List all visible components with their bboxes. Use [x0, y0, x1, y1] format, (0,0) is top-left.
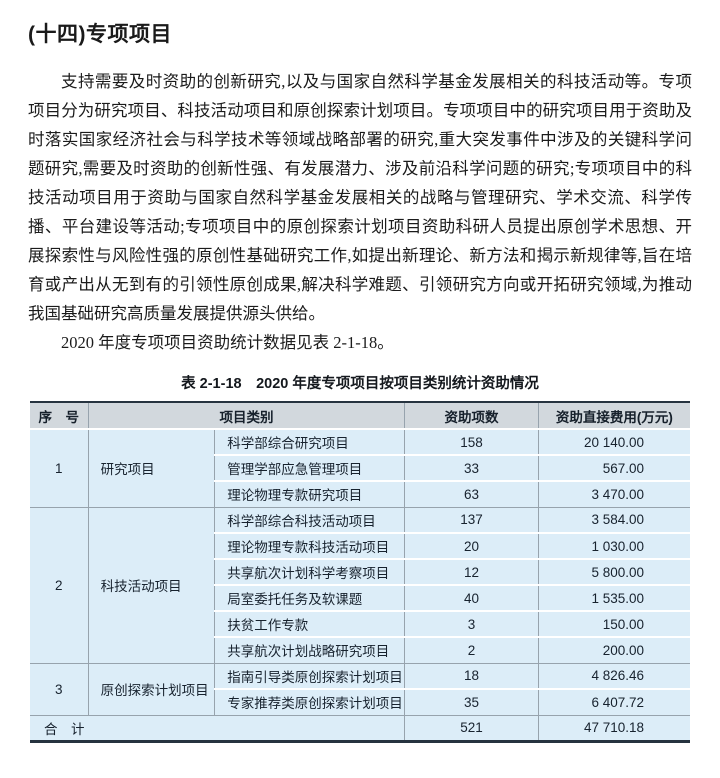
project-type-cell: 共享航次计划战略研究项目: [214, 636, 406, 663]
funding-amount-cell: 3 470.00: [538, 480, 690, 507]
funded-count-cell: 18: [404, 662, 539, 689]
table-total-row: 合 计 521 47 710.18: [30, 714, 690, 743]
project-type-cell: 科学部综合研究项目: [214, 429, 406, 455]
funding-amount-cell: 1 030.00: [538, 532, 690, 559]
funded-count-cell: 2: [404, 636, 539, 663]
project-type-cell: 理论物理专款科技活动项目: [214, 532, 406, 559]
table-row: 3 原创探索计划项目 指南引导类原创探索计划项目 18 4 826.46: [30, 662, 690, 715]
funding-stats-table: 序 号 项目类别 资助项数 资助直接费用(万元) 1 研究项目 科学部综合研究项目 1…: [30, 401, 690, 743]
funded-count-cell: 40: [404, 584, 539, 611]
header-amount: 资助直接费用(万元): [538, 401, 690, 430]
table-lead-in-paragraph: 2020 年度专项项目资助统计数据见表 2-1-18。: [61, 333, 394, 352]
funding-amount-cell: 20 140.00: [538, 429, 690, 455]
table-row: 局室委托任务及软课题 40 1 535.00: [30, 584, 690, 611]
funded-count-cell: 63: [404, 480, 539, 507]
project-type-cell: 共享航次计划科学考察项目: [214, 558, 406, 585]
project-type-cell: 科学部综合科技活动项目: [214, 506, 406, 533]
section-heading: (十四)专项项目: [28, 23, 172, 46]
table-row: 管理学部应急管理项目 33 567.00: [30, 454, 690, 481]
body-paragraph: 支持需要及时资助的创新研究,以及与国家自然科学基金发展相关的科技活动等。专项项目…: [28, 72, 692, 323]
funded-count-cell: 158: [404, 429, 539, 455]
table-row: 理论物理专款科技活动项目 20 1 030.00: [30, 532, 690, 559]
table-row: 共享航次计划战略研究项目 2 200.00: [30, 636, 690, 663]
funded-count-cell: 137: [404, 506, 539, 533]
table-header-row: 序 号 项目类别 资助项数 资助直接费用(万元): [30, 401, 690, 430]
project-type-cell: 理论物理专款研究项目: [214, 480, 406, 507]
project-type-cell: 专家推荐类原创探索计划项目: [214, 688, 406, 715]
project-type-cell: 指南引导类原创探索计划项目: [214, 662, 406, 689]
group-number-cell: 2: [30, 506, 89, 663]
table-row: 理论物理专款研究项目 63 3 470.00: [30, 480, 690, 507]
project-type-cell: 扶贫工作专款: [214, 610, 406, 637]
funding-amount-cell: 1 535.00: [538, 584, 690, 611]
project-type-cell: 局室委托任务及软课题: [214, 584, 406, 611]
funding-amount-cell: 200.00: [538, 636, 690, 663]
table-body: 1 研究项目 科学部综合研究项目 158 20 140.00 管理学部应急管理项目 33 56…: [30, 429, 690, 743]
header-category: 项目类别: [88, 401, 406, 430]
table-row: 专家推荐类原创探索计划项目 35 6 407.72: [30, 688, 690, 715]
table-caption: 表 2-1-18 2020 年度专项项目按项目类别统计资助情况: [181, 376, 539, 392]
funding-amount-cell: 4 826.46: [538, 662, 690, 689]
group-category-cell: 科技活动项目: [88, 506, 216, 663]
funded-count-cell: 20: [404, 532, 539, 559]
funded-count-cell: 12: [404, 558, 539, 585]
funded-count-cell: 3: [404, 610, 539, 637]
table-row: 2 科技活动项目 科学部综合科技活动项目 137 3 584.00: [30, 506, 690, 663]
funded-count-cell: 33: [404, 454, 539, 481]
funded-count-cell: 35: [404, 688, 539, 715]
table-row: 1 研究项目 科学部综合研究项目 158 20 140.00: [30, 429, 690, 507]
total-label-cell: 合 计: [30, 714, 406, 743]
table-row: 扶贫工作专款 3 150.00: [30, 610, 690, 637]
total-amount-cell: 47 710.18: [538, 714, 690, 743]
group-category-cell: 研究项目: [88, 429, 216, 507]
stats-table-container: 序 号 项目类别 资助项数 资助直接费用(万元) 1 研究项目 科学部综合研究项目 1…: [30, 401, 690, 743]
group-number-cell: 1: [30, 429, 89, 507]
table-row: 共享航次计划科学考察项目 12 5 800.00: [30, 558, 690, 585]
header-count: 资助项数: [404, 401, 539, 430]
group-number-cell: 3: [30, 662, 89, 715]
project-type-cell: 管理学部应急管理项目: [214, 454, 406, 481]
header-no: 序 号: [30, 401, 89, 430]
funding-amount-cell: 5 800.00: [538, 558, 690, 585]
funding-amount-cell: 3 584.00: [538, 506, 690, 533]
funding-amount-cell: 150.00: [538, 610, 690, 637]
funding-amount-cell: 567.00: [538, 454, 690, 481]
funding-amount-cell: 6 407.72: [538, 688, 690, 715]
total-count-cell: 521: [404, 714, 539, 743]
group-category-cell: 原创探索计划项目: [88, 662, 216, 715]
